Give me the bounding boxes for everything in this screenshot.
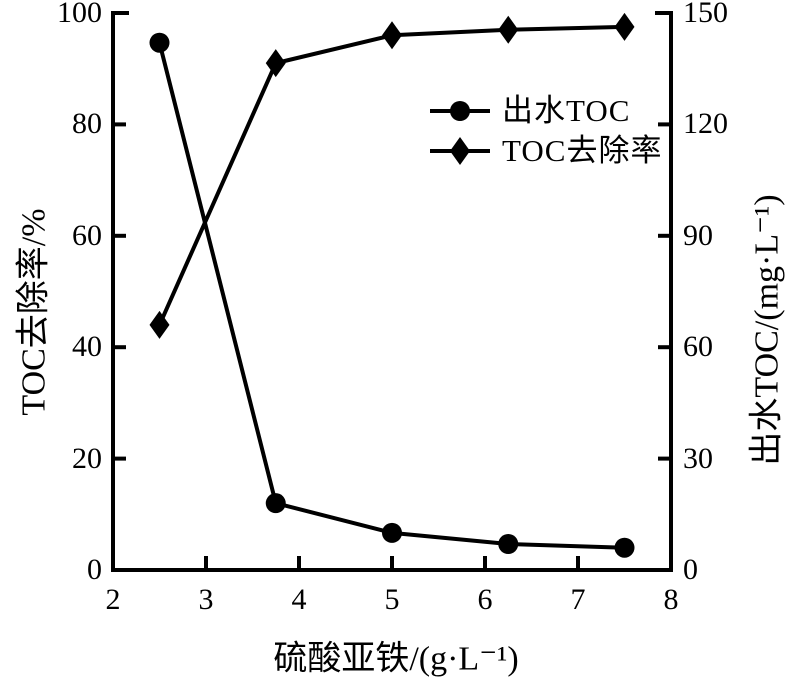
series-toc-removal <box>149 12 635 339</box>
diamond-marker <box>265 49 286 78</box>
legend-item: 出水TOC <box>430 91 662 131</box>
x-tick-label: 3 <box>198 583 214 616</box>
y-right-tick-label: 150 <box>683 0 728 29</box>
series-line <box>157 24 625 326</box>
legend-item: TOC去除率 <box>430 131 662 171</box>
diamond-marker <box>382 21 402 50</box>
diamond-marker <box>450 137 470 165</box>
y-left-tick-label: 40 <box>72 330 102 364</box>
y-right-tick-label: 120 <box>683 107 728 141</box>
x-tick-label: 4 <box>291 583 307 616</box>
legend-circle-marker-icon <box>430 101 490 121</box>
y-left-tick-label: 20 <box>72 441 102 475</box>
circle-marker <box>498 534 519 555</box>
x-tick-label: 6 <box>477 583 493 616</box>
circle-marker <box>450 101 470 121</box>
legend-label: TOC去除率 <box>502 133 663 168</box>
diamond-marker <box>614 12 635 41</box>
diamond-marker <box>149 310 170 339</box>
y-right-tick-label: 60 <box>683 330 713 364</box>
y-right-tick-label: 90 <box>683 218 713 252</box>
y-left-tick-label: 0 <box>87 553 102 586</box>
y-right-tick-label: 30 <box>683 441 713 475</box>
y-left-tick-label: 80 <box>72 107 102 141</box>
legend: 出水TOC TOC去除率 <box>430 91 662 171</box>
circle-marker <box>265 493 286 514</box>
diamond-marker <box>498 15 519 44</box>
series-effluent-toc <box>149 32 635 558</box>
y-right-tick-label: 0 <box>683 553 698 586</box>
x-axis-title: 硫酸亚铁/(g·L⁻¹) <box>273 640 519 678</box>
y-left-tick-label: 100 <box>57 0 102 29</box>
y-axis-right-title: 出水TOC/(mg·L⁻¹) <box>748 194 786 466</box>
x-tick-label: 7 <box>570 583 586 616</box>
x-tick-label: 2 <box>105 583 121 616</box>
circle-marker <box>382 522 402 543</box>
legend-label: 出水TOC <box>502 93 631 128</box>
y-axis-left-title: TOC去除率/% <box>15 208 53 416</box>
circle-marker <box>149 32 170 53</box>
y-left-tick-label: 60 <box>72 218 102 252</box>
x-tick-label: 5 <box>384 583 400 616</box>
x-tick-label: 8 <box>663 583 679 616</box>
legend-diamond-marker-icon <box>430 137 490 165</box>
circle-marker <box>614 537 635 558</box>
